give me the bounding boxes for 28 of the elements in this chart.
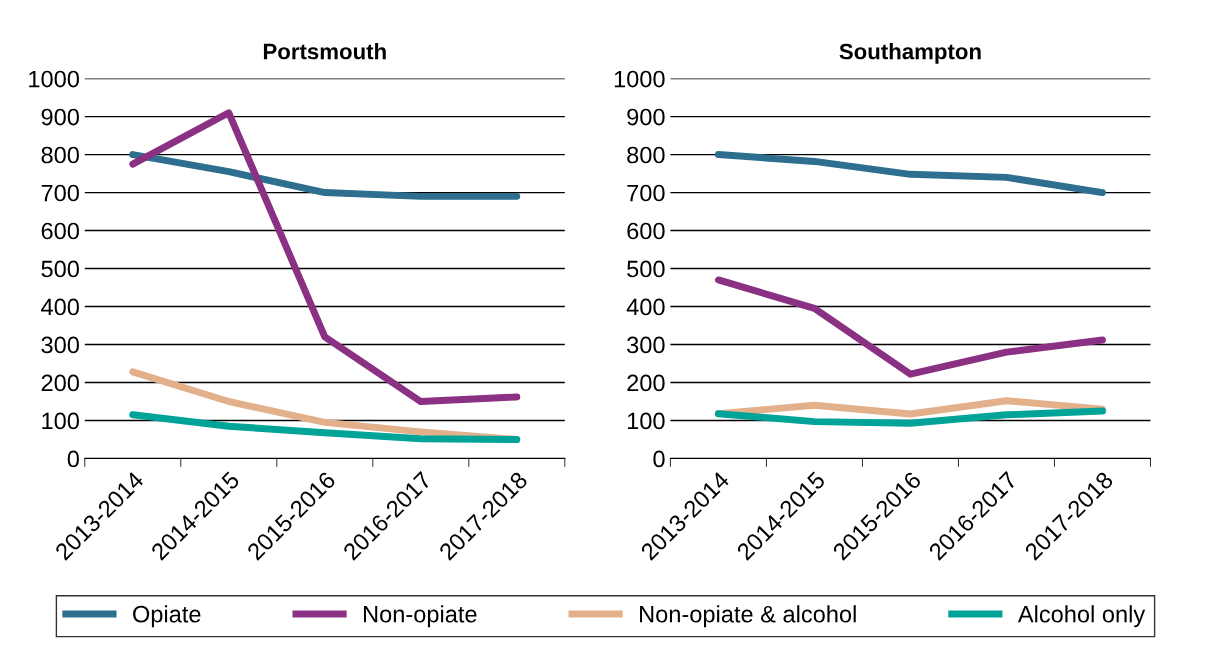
y-tick-label: 300 (627, 336, 665, 354)
y-tick-label: 800 (41, 146, 79, 164)
y-tick-label: 800 (627, 146, 665, 164)
legend-label: Opiate (133, 605, 201, 628)
y-tick-label: 200 (41, 374, 79, 392)
y-tick-label: 900 (41, 108, 79, 126)
legend-label: Alcohol only (1017, 605, 1146, 628)
y-tick-label: 400 (41, 298, 79, 316)
y-tick-label: 100 (42, 412, 79, 430)
legend-label: Non-opiate (364, 605, 477, 628)
chart-title: Southampton (839, 43, 981, 64)
y-tick-label: 1000 (614, 70, 665, 88)
y-tick-label: 700 (627, 184, 665, 202)
y-tick-label: 500 (627, 260, 665, 278)
y-tick-label: 200 (627, 374, 665, 392)
y-tick-label: 500 (41, 260, 79, 278)
y-tick-label: 0 (67, 450, 79, 468)
y-tick-label: 600 (627, 222, 665, 240)
y-tick-label: 600 (41, 222, 79, 240)
y-tick-label: 900 (627, 108, 665, 126)
y-tick-label: 1000 (29, 70, 79, 88)
y-tick-label: 100 (627, 412, 665, 430)
y-tick-label: 300 (41, 336, 79, 354)
y-tick-label: 700 (41, 184, 79, 202)
chart-title: Portsmouth (263, 43, 386, 60)
y-tick-label: 0 (653, 450, 665, 468)
y-tick-label: 400 (626, 298, 665, 316)
legend-label: Non-opiate & alcohol (640, 605, 856, 628)
